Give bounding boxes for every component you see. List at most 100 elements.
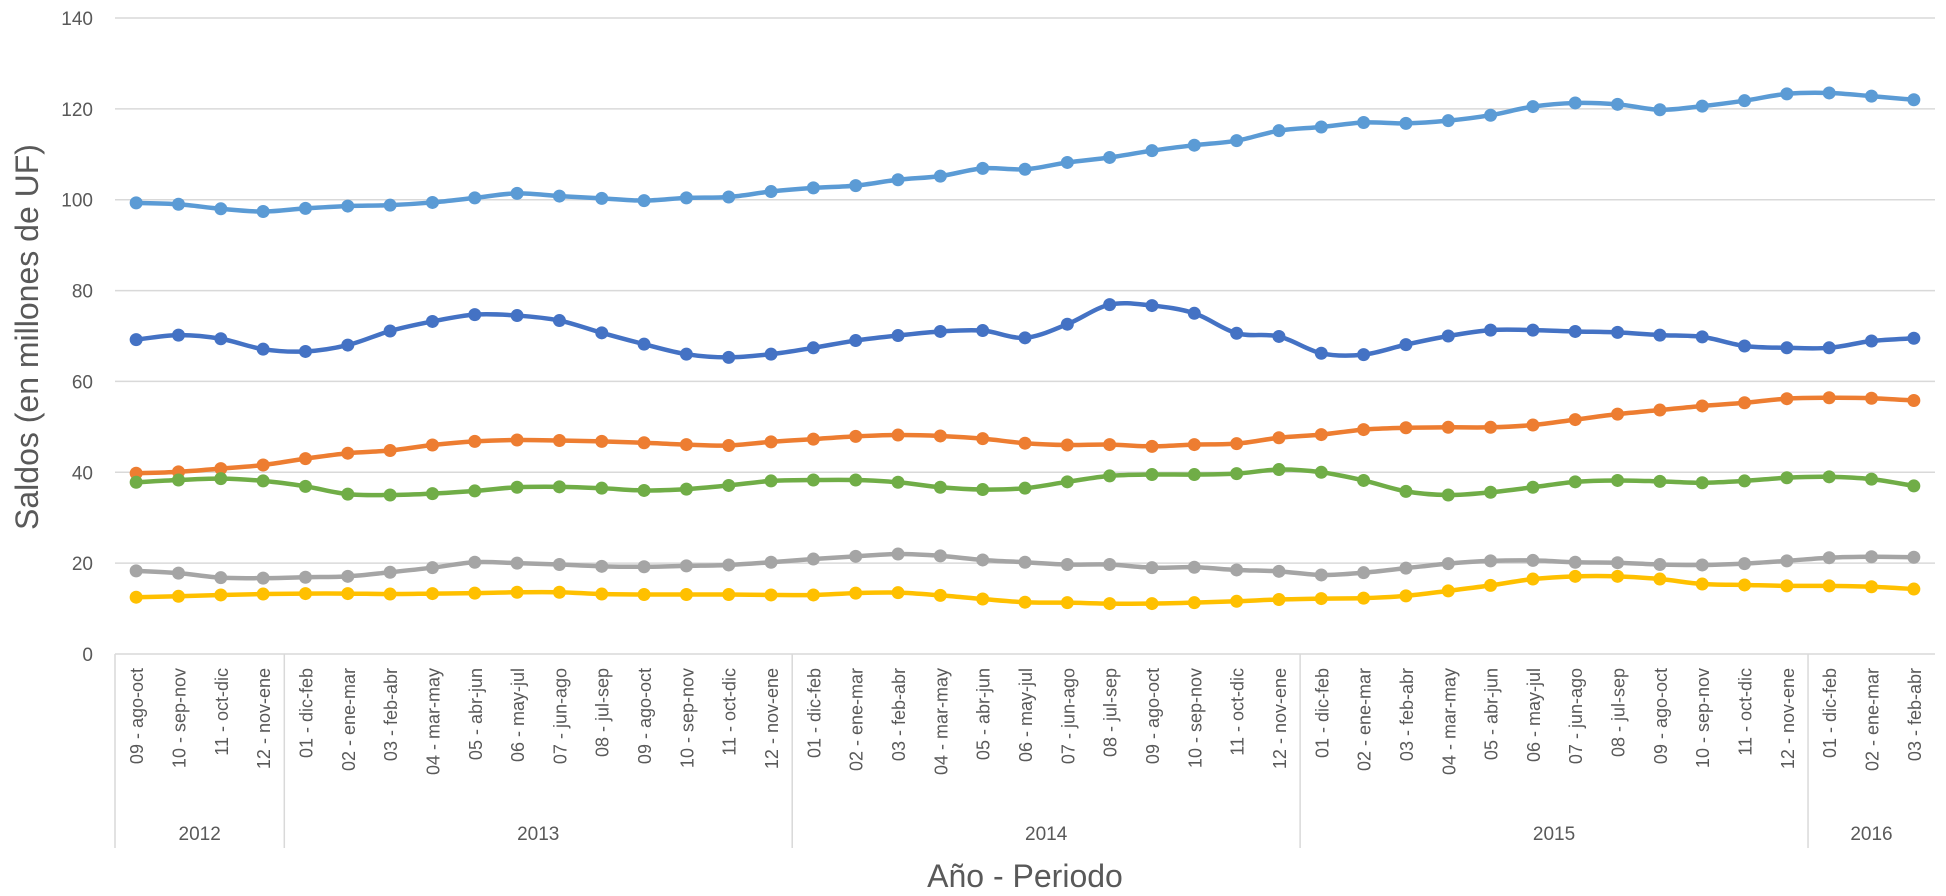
data-point	[1399, 484, 1413, 498]
data-point	[383, 488, 397, 502]
data-point	[595, 559, 609, 573]
data-point	[976, 432, 990, 446]
data-point	[1145, 597, 1159, 611]
x-tick-label: 09 - ago-oct	[127, 668, 147, 764]
data-point	[468, 434, 482, 448]
data-point	[256, 571, 270, 585]
x-axis: 09 - ago-oct 10 - sep-nov 11 - oct-dic 12 -…	[114, 654, 1925, 848]
data-point	[679, 559, 693, 573]
data-point	[1738, 474, 1752, 488]
data-point	[1230, 437, 1244, 451]
x-tick-label: 03 - feb-abr	[1397, 668, 1417, 761]
data-point	[1357, 566, 1371, 580]
x-tick-label: 07 - jun-ago	[1058, 668, 1078, 764]
data-point	[129, 564, 143, 578]
data-point	[1399, 338, 1413, 352]
x-tick-label: 06 - may-jul	[1016, 668, 1036, 762]
data-point	[1822, 470, 1836, 484]
data-point	[256, 587, 270, 601]
y-tick-label: 80	[72, 282, 93, 303]
data-point	[1060, 317, 1074, 331]
x-tick-label: 02 - ene-mar	[847, 668, 867, 771]
data-point	[1822, 579, 1836, 593]
x-tick-label: 10 - sep-nov	[169, 668, 189, 768]
data-point	[849, 179, 863, 193]
data-point	[298, 344, 312, 358]
data-point	[1357, 473, 1371, 487]
data-point	[1145, 439, 1159, 453]
data-point	[552, 480, 566, 494]
data-point	[1103, 298, 1117, 312]
series-2	[129, 298, 1921, 364]
data-point	[1314, 428, 1328, 442]
data-point	[1187, 138, 1201, 152]
data-point	[849, 429, 863, 443]
x-tick-label: 04 - mar-may	[423, 668, 443, 775]
data-point	[1484, 485, 1498, 499]
series-6	[129, 569, 1921, 611]
data-point	[256, 458, 270, 472]
data-point	[1187, 596, 1201, 610]
data-point	[341, 587, 355, 601]
data-point	[1484, 108, 1498, 122]
data-point	[1272, 431, 1286, 445]
data-point	[1018, 162, 1032, 176]
series-group	[129, 86, 1921, 611]
data-point	[425, 195, 439, 209]
data-point	[806, 341, 820, 355]
data-point	[552, 585, 566, 599]
data-point	[552, 189, 566, 203]
x-tick-label: 11 - oct-dic	[720, 668, 740, 756]
data-point	[1399, 589, 1413, 603]
x-tick-label: 03 - feb-abr	[889, 668, 909, 761]
x-tick-label: 05 - abr-jun	[1482, 668, 1502, 760]
data-point	[214, 588, 228, 602]
x-tick-label: 03 - feb-abr	[381, 668, 401, 761]
gridlines	[115, 17, 1935, 655]
x-tick-label: 03 - feb-abr	[1905, 668, 1925, 761]
data-point	[1314, 120, 1328, 134]
data-point	[1145, 468, 1159, 482]
x-tick-label: 12 - nov-ene	[762, 668, 782, 769]
series-line	[136, 395, 1914, 476]
data-point	[1738, 557, 1752, 571]
data-point	[1653, 558, 1667, 572]
data-point	[891, 428, 905, 442]
data-point	[1822, 86, 1836, 100]
data-point	[1822, 341, 1836, 355]
x-tick-label: 11 - oct-dic	[1736, 668, 1756, 756]
data-point	[976, 553, 990, 567]
data-point	[679, 587, 693, 601]
data-point	[383, 443, 397, 457]
data-point	[1907, 394, 1921, 408]
data-point	[1103, 150, 1117, 164]
data-point	[806, 588, 820, 602]
data-point	[1187, 306, 1201, 320]
data-point	[1230, 326, 1244, 340]
data-point	[1060, 155, 1074, 169]
data-point	[1568, 96, 1582, 110]
data-point	[1018, 481, 1032, 495]
data-point	[298, 452, 312, 466]
data-point	[1611, 97, 1625, 111]
data-point	[214, 472, 228, 486]
data-point	[468, 555, 482, 569]
data-point	[1314, 592, 1328, 606]
data-point	[764, 555, 778, 569]
data-point	[1357, 115, 1371, 129]
data-point	[1484, 578, 1498, 592]
data-point	[1568, 475, 1582, 489]
data-point	[806, 432, 820, 446]
series-line	[135, 300, 1914, 360]
data-point	[1611, 569, 1625, 583]
data-point	[637, 436, 651, 450]
data-point	[341, 446, 355, 460]
data-point	[1611, 407, 1625, 421]
data-point	[1780, 471, 1794, 485]
data-point	[129, 466, 143, 480]
y-tick-label: 140	[61, 9, 93, 30]
data-point	[341, 487, 355, 501]
data-point	[595, 481, 609, 495]
series-4	[129, 463, 1921, 502]
